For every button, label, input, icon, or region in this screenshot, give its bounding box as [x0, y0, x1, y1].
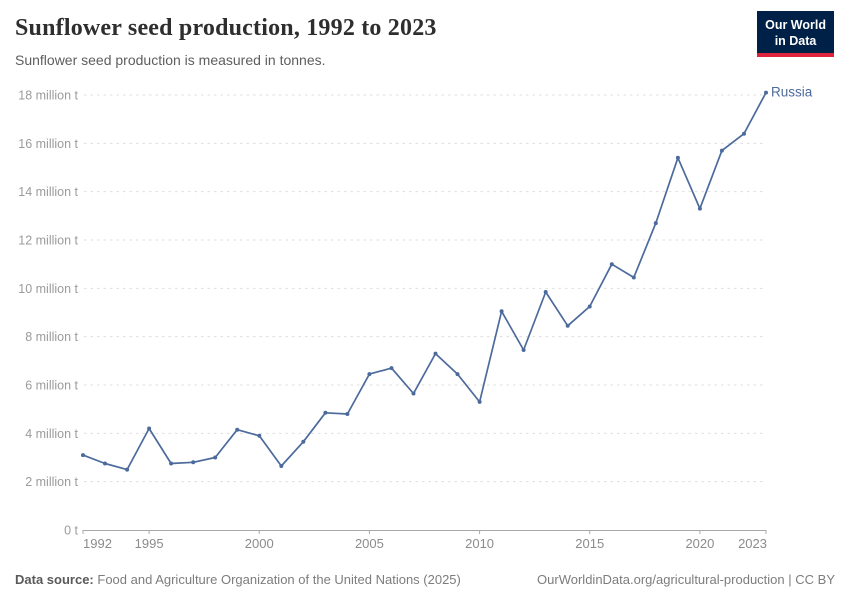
data-point[interactable] [213, 455, 218, 460]
y-axis-tick-label: 14 million t [18, 185, 78, 199]
data-point[interactable] [81, 453, 85, 458]
data-point[interactable] [345, 412, 350, 416]
data-point[interactable] [543, 290, 548, 294]
y-axis-tick-label: 16 million t [18, 137, 78, 151]
chart-line-russia[interactable] [82, 91, 767, 471]
data-point[interactable] [697, 206, 702, 211]
y-axis-tick-label: 18 million t [18, 89, 78, 103]
data-point[interactable] [477, 399, 482, 404]
data-point[interactable] [235, 427, 240, 432]
data-point[interactable] [125, 467, 130, 472]
y-axis-tick-label: 6 million t [25, 379, 78, 393]
data-point[interactable] [499, 309, 504, 314]
data-point[interactable] [191, 460, 196, 465]
x-axis-tick-label: 2023 [738, 536, 767, 551]
footer-separator: | [784, 572, 796, 587]
data-source-label: Data source: [15, 572, 94, 587]
y-axis-tick-label: 0 t [64, 524, 78, 538]
y-axis-tick-label: 12 million t [18, 234, 78, 248]
data-point[interactable] [323, 410, 328, 415]
data-point[interactable] [367, 372, 372, 377]
x-axis-tick-label: 2000 [245, 536, 274, 551]
x-axis-tick-label: 1995 [135, 536, 164, 551]
data-point[interactable] [675, 155, 680, 160]
chart-footer: Data source: Food and Agriculture Organi… [15, 572, 835, 587]
x-axis-tick-label: 2015 [575, 536, 604, 551]
data-point[interactable] [389, 366, 394, 371]
data-point[interactable] [521, 348, 526, 352]
footer-credit: OurWorldinData.org/agricultural-producti… [537, 572, 835, 587]
data-point[interactable] [103, 461, 107, 466]
footer-link[interactable]: OurWorldinData.org/agricultural-producti… [537, 572, 785, 587]
data-point[interactable] [147, 426, 152, 431]
data-point[interactable] [653, 221, 658, 226]
footer-license: CC BY [795, 572, 835, 587]
data-point[interactable] [719, 148, 724, 153]
y-axis-tick-label: 10 million t [18, 282, 78, 296]
y-axis-tick-label: 2 million t [25, 475, 78, 489]
y-axis-tick-label: 8 million t [25, 330, 78, 344]
data-source-text: Food and Agriculture Organization of the… [97, 572, 461, 587]
data-point[interactable] [587, 304, 592, 309]
data-point[interactable] [742, 131, 746, 136]
data-point[interactable] [411, 391, 416, 396]
data-source: Data source: Food and Agriculture Organi… [15, 572, 461, 587]
data-point[interactable] [169, 461, 174, 466]
data-point[interactable] [279, 464, 284, 468]
data-point[interactable] [764, 90, 768, 95]
owid-logo-line2: in Data [774, 34, 817, 49]
x-axis-tick-label: 2010 [465, 536, 494, 551]
x-axis-tick-label: 2020 [685, 536, 714, 551]
owid-logo[interactable]: Our World in Data [757, 11, 834, 57]
data-point[interactable] [631, 275, 636, 280]
data-point[interactable] [455, 372, 460, 377]
data-point[interactable] [257, 433, 262, 438]
data-point[interactable] [301, 439, 306, 444]
x-axis-tick-label: 1992 [83, 536, 112, 551]
data-point[interactable] [609, 262, 614, 267]
data-point[interactable] [433, 351, 438, 356]
chart-subtitle: Sunflower seed production is measured in… [15, 52, 326, 68]
data-point[interactable] [565, 323, 570, 328]
page-title: Sunflower seed production, 1992 to 2023 [15, 15, 437, 41]
y-axis-tick-label: 4 million t [25, 427, 78, 441]
series-label-russia[interactable]: Russia [771, 85, 813, 100]
owid-logo-line1: Our World [765, 18, 826, 32]
x-axis-tick-label: 2005 [355, 536, 384, 551]
